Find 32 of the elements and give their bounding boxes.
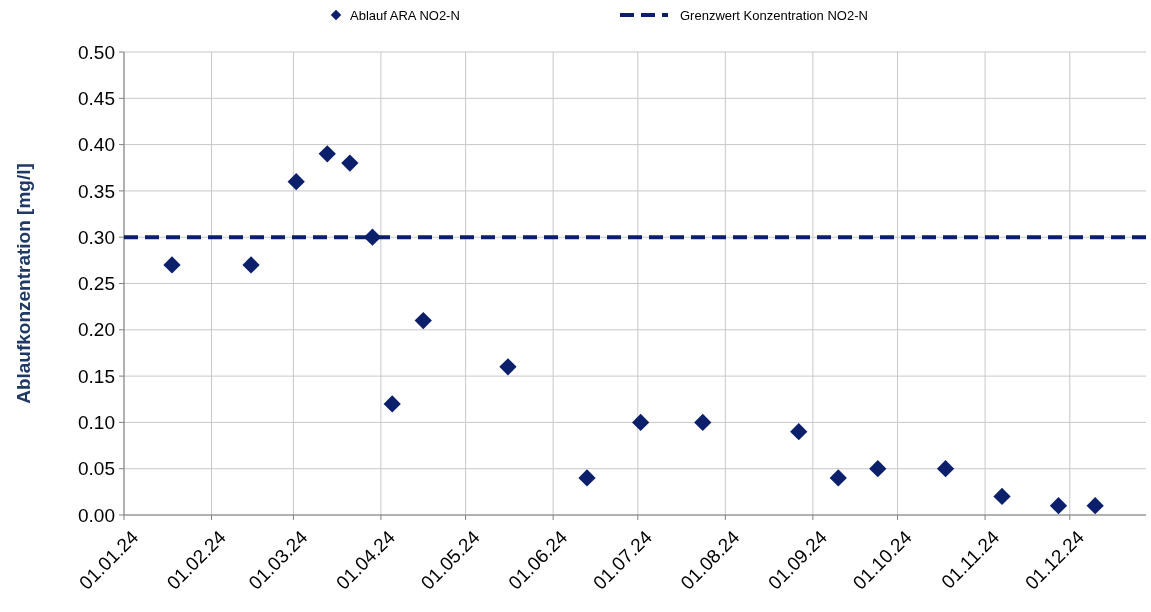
y-tick-label: 0.35 — [78, 180, 115, 202]
point — [383, 395, 401, 413]
point — [790, 423, 808, 441]
y-tick-label: 0.25 — [78, 273, 115, 295]
y-axis-title: Ablaufkonzentration [mg/l] — [13, 163, 34, 404]
legend-label: Ablauf ARA NO2-N — [350, 7, 460, 23]
point — [318, 145, 336, 163]
y-tick-label: 0.40 — [78, 134, 115, 156]
point — [499, 358, 517, 376]
point — [694, 413, 712, 432]
point — [287, 173, 305, 191]
point — [936, 460, 955, 478]
y-tick-label: 0.00 — [78, 504, 115, 526]
y-tick-label: 0.05 — [78, 458, 115, 480]
point — [242, 256, 260, 274]
y-tick-label: 0.50 — [78, 41, 115, 63]
point — [578, 469, 596, 487]
point — [829, 469, 847, 487]
legend-label: Grenzwert Konzentration NO2-N — [680, 7, 868, 23]
y-tick-label: 0.10 — [78, 412, 115, 434]
point — [1086, 497, 1104, 515]
point — [632, 413, 650, 432]
y-tick-label: 0.30 — [78, 226, 115, 248]
y-tick-label: 0.20 — [78, 319, 115, 341]
y-tick-label: 0.15 — [78, 365, 115, 387]
point — [1049, 497, 1068, 515]
point — [414, 311, 432, 330]
point — [993, 487, 1011, 506]
point — [869, 460, 887, 478]
point — [341, 154, 359, 172]
y-tick-label: 0.45 — [78, 87, 115, 109]
point — [163, 256, 181, 274]
